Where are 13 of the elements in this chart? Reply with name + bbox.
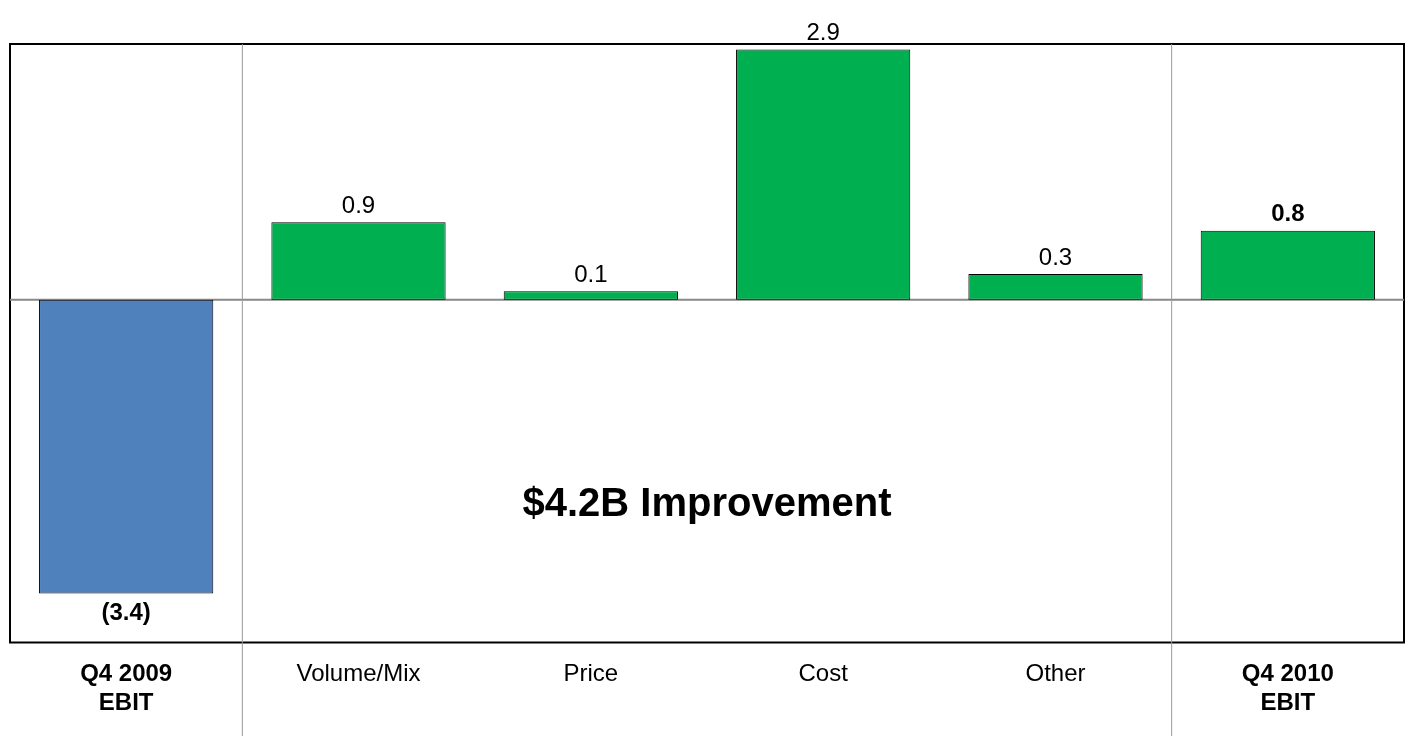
data-label: (3.4): [101, 598, 151, 626]
x-tick-label: Q4 2009 EBIT: [80, 659, 173, 716]
data-label: 0.9: [341, 190, 376, 218]
x-tick-label: Cost: [798, 659, 849, 687]
annotation: $4.2B Improvement: [522, 480, 892, 525]
data-label: 0.3: [1038, 242, 1073, 270]
x-tick-label: Other: [1025, 659, 1086, 687]
data-label: 0.8: [1271, 199, 1305, 227]
data-label: 2.9: [806, 18, 840, 46]
x-tick-label: Q4 2010 EBIT: [1241, 659, 1334, 716]
x-tick-label: Price: [563, 659, 619, 687]
data-label: 0.1: [574, 259, 608, 287]
x-tick-label: Volume/Mix: [296, 659, 421, 687]
